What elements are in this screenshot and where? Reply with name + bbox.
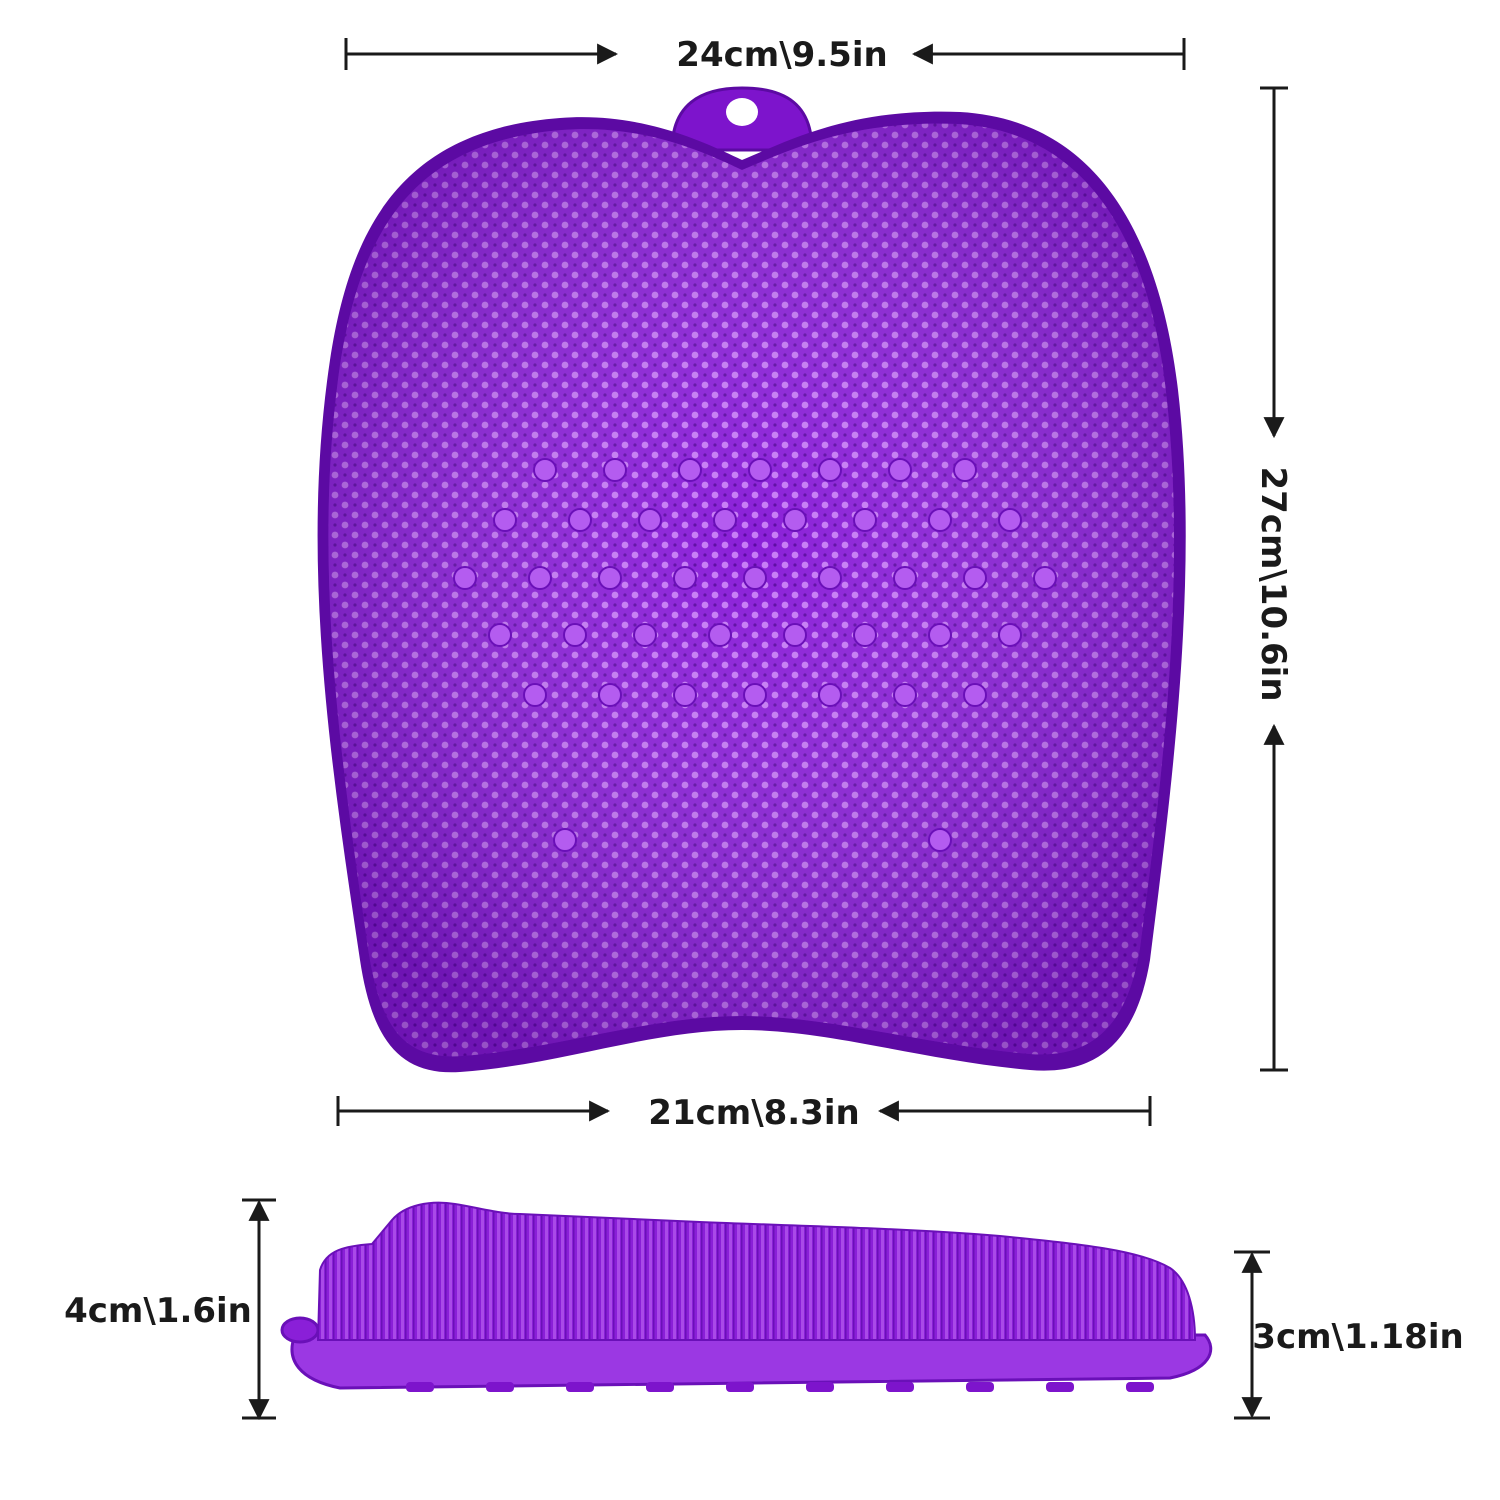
massage-nub [708,623,732,647]
side-left-height-label: 4cm\1.6in [64,1291,252,1331]
massage-nub [488,623,512,647]
massage-nub [638,508,662,532]
massage-nub [713,508,737,532]
massage-nub [528,566,552,590]
massage-nub [598,566,622,590]
suction-cup [406,1382,434,1392]
massage-nub [783,623,807,647]
dimension-side-left: 4cm\1.6in [64,1198,276,1421]
massage-nub [888,458,912,482]
mat-top-view [317,86,1186,1073]
massage-nub [603,458,627,482]
height-label: 27cm\10.6in [1253,466,1293,701]
massage-nub [928,508,952,532]
suction-cup [806,1382,834,1392]
massage-nub [523,683,547,707]
mat-side-view [280,1201,1213,1392]
side-right-height-label: 3cm\1.18in [1252,1317,1463,1357]
massage-nub [633,623,657,647]
massage-nub [553,828,577,852]
massage-nub [743,566,767,590]
massage-nub [963,683,987,707]
suction-cup [886,1382,914,1392]
dimension-height: 27cm\10.6in [1253,86,1293,1072]
suction-cup [646,1382,674,1392]
massage-nub [928,828,952,852]
massage-nub [453,566,477,590]
side-bristle-profile [316,1201,1197,1341]
massage-nub [953,458,977,482]
massage-nub [1033,566,1057,590]
massage-nub [533,458,557,482]
hanging-hole [726,98,758,126]
massage-nub [598,683,622,707]
top-width-label: 24cm\9.5in [676,35,887,75]
suction-cup [726,1382,754,1392]
suction-cup [566,1382,594,1392]
massage-nub [998,508,1022,532]
massage-nub [853,623,877,647]
side-hanging-tab [280,1316,320,1344]
suction-cup [966,1382,994,1392]
massage-nub [748,458,772,482]
massage-nub [493,508,517,532]
dimension-top-width: 24cm\9.5in [344,35,1186,75]
massage-nub [673,566,697,590]
dimension-bottom-width: 21cm\8.3in [336,1093,1152,1133]
massage-nub [783,508,807,532]
suction-cup [486,1382,514,1392]
massage-nub [893,566,917,590]
suction-cups [406,1382,1154,1392]
massage-nub [818,683,842,707]
massage-nub [853,508,877,532]
massage-nub [818,458,842,482]
massage-nub [818,566,842,590]
massage-nub [563,623,587,647]
suction-cup [1126,1382,1154,1392]
massage-nub [998,623,1022,647]
massage-nub [743,683,767,707]
massage-nub [893,683,917,707]
massage-nubs [453,458,1057,852]
suction-cup [1046,1382,1074,1392]
massage-nub [678,458,702,482]
massage-nub [928,623,952,647]
side-base-plate [290,1333,1213,1390]
massage-nub [963,566,987,590]
massage-nub [673,683,697,707]
dimension-side-right: 3cm\1.18in [1234,1250,1464,1420]
massage-nub [568,508,592,532]
bottom-width-label: 21cm\8.3in [648,1093,859,1133]
